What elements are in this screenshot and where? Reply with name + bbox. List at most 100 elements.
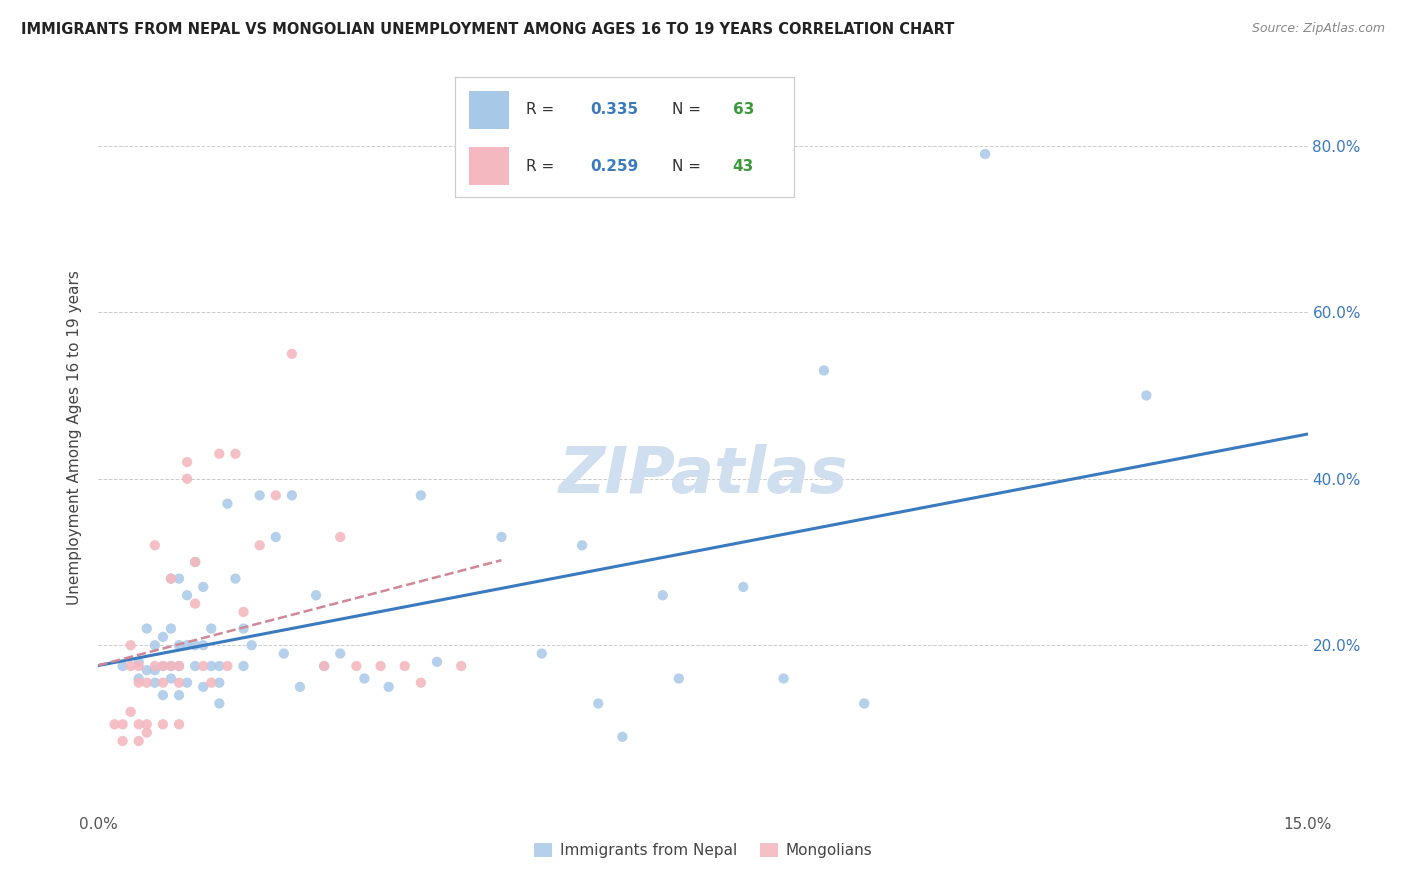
Point xyxy=(167,688,190,702)
Point xyxy=(143,675,166,690)
Text: Source: ZipAtlas.com: Source: ZipAtlas.com xyxy=(1251,22,1385,36)
Point xyxy=(208,659,231,673)
Point xyxy=(135,622,157,636)
Point xyxy=(128,717,150,731)
Legend: Immigrants from Nepal, Mongolians: Immigrants from Nepal, Mongolians xyxy=(527,837,879,864)
Point xyxy=(152,659,174,673)
Point xyxy=(152,688,174,702)
Point xyxy=(426,655,449,669)
Point xyxy=(143,538,166,552)
Point xyxy=(314,659,336,673)
Point xyxy=(409,488,432,502)
Point xyxy=(772,672,794,686)
Point xyxy=(128,659,150,673)
Point xyxy=(135,675,157,690)
Point xyxy=(273,647,295,661)
Point xyxy=(143,638,166,652)
Point xyxy=(409,675,432,690)
Point xyxy=(353,672,375,686)
Point xyxy=(668,672,690,686)
Point xyxy=(193,638,215,652)
Point xyxy=(200,659,222,673)
Point xyxy=(329,530,352,544)
Point xyxy=(208,675,231,690)
Point xyxy=(217,659,239,673)
Y-axis label: Unemployment Among Ages 16 to 19 years: Unemployment Among Ages 16 to 19 years xyxy=(67,269,83,605)
Point xyxy=(208,697,231,711)
Point xyxy=(120,659,142,673)
Point xyxy=(200,675,222,690)
Point xyxy=(394,659,416,673)
Point xyxy=(176,455,198,469)
Point xyxy=(232,605,254,619)
Point xyxy=(135,725,157,739)
Point xyxy=(111,734,134,748)
Point xyxy=(491,530,513,544)
Point xyxy=(264,488,287,502)
Point xyxy=(167,717,190,731)
Point xyxy=(167,659,190,673)
Point xyxy=(103,717,125,731)
Point xyxy=(232,622,254,636)
Point xyxy=(184,659,207,673)
Point xyxy=(314,659,336,673)
Point xyxy=(586,697,609,711)
Point xyxy=(193,580,215,594)
Point xyxy=(305,588,328,602)
Point xyxy=(249,538,271,552)
Point xyxy=(152,717,174,731)
Point xyxy=(128,655,150,669)
Point xyxy=(974,147,997,161)
Point xyxy=(208,447,231,461)
Point xyxy=(217,497,239,511)
Point xyxy=(450,659,472,673)
Point xyxy=(224,447,246,461)
Point xyxy=(160,659,183,673)
Point xyxy=(530,647,553,661)
Point xyxy=(571,538,593,552)
Point xyxy=(370,659,392,673)
Point xyxy=(184,638,207,652)
Point xyxy=(135,663,157,677)
Point xyxy=(176,638,198,652)
Point xyxy=(135,717,157,731)
Point xyxy=(184,555,207,569)
Point xyxy=(128,675,150,690)
Point xyxy=(111,659,134,673)
Point xyxy=(193,680,215,694)
Point xyxy=(111,717,134,731)
Point xyxy=(377,680,399,694)
Point xyxy=(176,472,198,486)
Point xyxy=(281,347,304,361)
Point xyxy=(120,638,142,652)
Point xyxy=(1135,388,1157,402)
Point xyxy=(167,659,190,673)
Point xyxy=(160,659,183,673)
Point xyxy=(232,659,254,673)
Point xyxy=(160,572,183,586)
Point xyxy=(344,659,367,673)
Point xyxy=(143,659,166,673)
Point xyxy=(249,488,271,502)
Point xyxy=(200,622,222,636)
Point xyxy=(184,597,207,611)
Point xyxy=(853,697,876,711)
Point xyxy=(612,730,634,744)
Point xyxy=(128,734,150,748)
Point xyxy=(160,572,183,586)
Point xyxy=(120,705,142,719)
Point xyxy=(329,647,352,661)
Point xyxy=(167,572,190,586)
Point xyxy=(176,675,198,690)
Point xyxy=(224,572,246,586)
Point xyxy=(143,663,166,677)
Point xyxy=(813,363,835,377)
Point xyxy=(160,622,183,636)
Point xyxy=(160,672,183,686)
Point xyxy=(264,530,287,544)
Text: IMMIGRANTS FROM NEPAL VS MONGOLIAN UNEMPLOYMENT AMONG AGES 16 TO 19 YEARS CORREL: IMMIGRANTS FROM NEPAL VS MONGOLIAN UNEMP… xyxy=(21,22,955,37)
Point xyxy=(240,638,263,652)
Point xyxy=(152,659,174,673)
Point xyxy=(176,588,198,602)
Point xyxy=(128,672,150,686)
